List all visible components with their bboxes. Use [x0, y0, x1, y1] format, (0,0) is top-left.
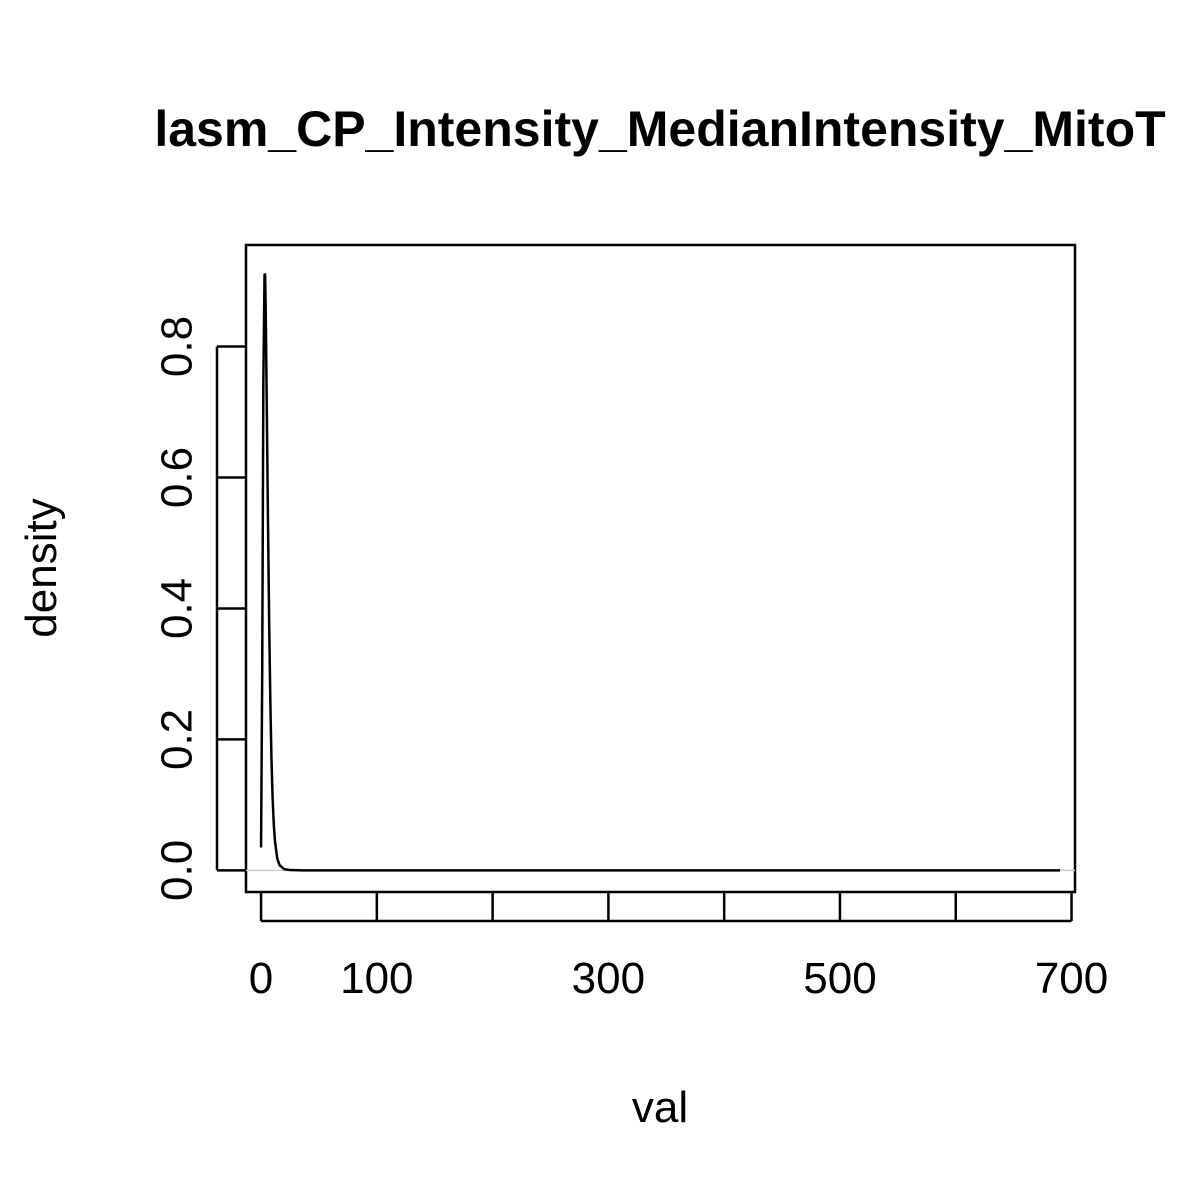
x-axis: 0 100 300 500 700 [249, 893, 1108, 1003]
density-line [259, 273, 1060, 872]
y-tick-label: 0.6 [153, 447, 202, 508]
y-axis: 0.0 0.2 0.4 0.6 0.8 [152, 316, 245, 901]
y-axis-label: density [17, 498, 66, 637]
x-tick-label: 700 [1035, 954, 1108, 1003]
chart-title: lasm_CP_Intensity_MedianIntensity_MitoT [154, 101, 1165, 157]
x-tick-label: 300 [572, 954, 645, 1003]
x-tick-label: 0 [249, 954, 273, 1003]
y-tick-label: 0.0 [153, 840, 202, 901]
x-tick-label: 500 [803, 954, 876, 1003]
y-tick-label: 0.4 [153, 578, 202, 639]
x-axis-label: val [632, 1083, 688, 1132]
plot-frame [244, 243, 1077, 894]
y-tick-label: 0.2 [153, 709, 202, 770]
x-tick-label: 100 [340, 954, 413, 1003]
y-tick-label: 0.8 [152, 316, 201, 377]
